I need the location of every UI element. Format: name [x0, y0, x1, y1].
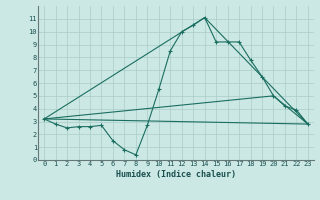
- X-axis label: Humidex (Indice chaleur): Humidex (Indice chaleur): [116, 170, 236, 179]
